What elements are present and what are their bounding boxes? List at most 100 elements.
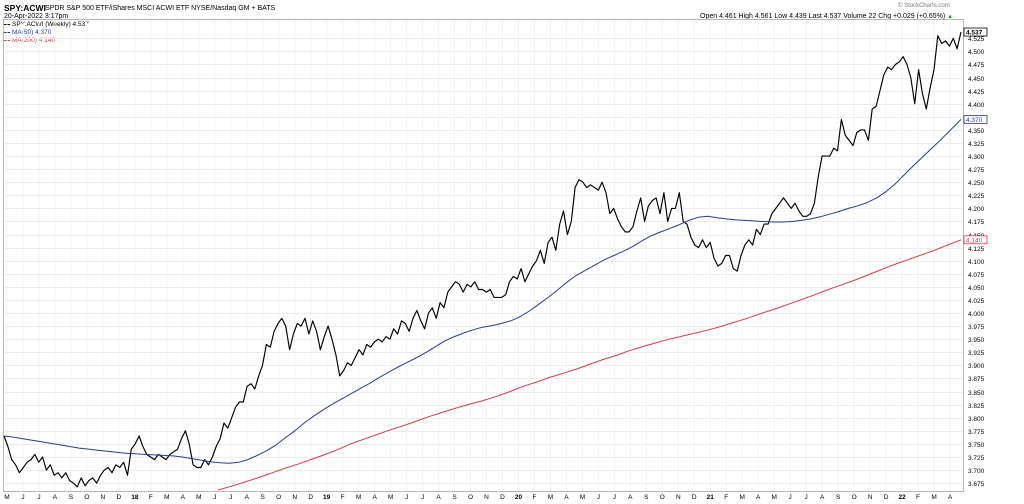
x-tick-label: N	[101, 494, 106, 501]
y-tick-label: 4.000	[968, 311, 985, 318]
chart-description: SPDR S&P 500 ETF/iShares MSCI ACWI ETF N…	[45, 5, 276, 12]
plot-border	[3, 19, 964, 492]
x-tick-label: O	[276, 494, 281, 501]
ohlc-readout: Open 4.461 High 4.561 Low 4.439 Last 4.5…	[700, 13, 953, 20]
x-tick-label: J	[213, 494, 216, 501]
grid-lines	[4, 20, 963, 491]
y-tick-label: 3.825	[968, 403, 985, 410]
x-tick-label: S	[452, 494, 457, 501]
y-tick-label: 3.800	[968, 416, 985, 423]
y-tick-label: 3.775	[968, 429, 985, 436]
y-tick-label: 3.900	[968, 363, 985, 370]
y-tick-label: 3.725	[968, 455, 985, 462]
y-tick-label: 4.025	[968, 298, 985, 305]
chart-date: 20-Apr-2022 3:17pm	[4, 13, 69, 20]
x-tick-label: J	[421, 494, 424, 501]
x-tick-label: M	[388, 494, 393, 501]
y-tick-label: 3.850	[968, 390, 985, 397]
last-value-labels: 4.537 4.370 4.140	[963, 27, 988, 245]
x-tick-label: M	[548, 494, 553, 501]
y-axis: 3.675 3.700 3.725 3.750 3.775 3.800 3.825 3.850…	[968, 36, 985, 488]
x-axis: M J J A S O N D 18 F M A M J J A S O N D 19 F M A M J J A S O N D 20 F M A M…	[4, 494, 953, 501]
x-tick-label: M	[356, 494, 361, 501]
x-tick-label: A	[181, 494, 186, 501]
y-tick-label: 3.925	[968, 350, 985, 357]
x-tick-label: D	[500, 494, 505, 501]
x-tick-label: J	[789, 494, 792, 501]
x-tick-label: 20	[515, 494, 523, 501]
x-tick-label: A	[372, 494, 377, 501]
x-tick-label: M	[771, 494, 776, 501]
series-line-price	[3, 31, 962, 488]
chart-symbol: SPY:ACWI	[4, 3, 46, 13]
x-tick-label: J	[613, 494, 616, 501]
x-tick-label: F	[724, 494, 728, 501]
series-line-ma200	[217, 239, 962, 491]
x-tick-label: N	[676, 494, 681, 501]
x-tick-label: J	[229, 494, 232, 501]
x-tick-label: F	[916, 494, 920, 501]
x-tick-label: J	[597, 494, 600, 501]
x-tick-label: D	[308, 494, 313, 501]
y-tick-label: 3.950	[968, 337, 985, 344]
x-tick-label: M	[164, 494, 169, 501]
y-tick-label: 3.700	[968, 468, 985, 475]
x-tick-label: N	[868, 494, 873, 501]
y-tick-label: 3.675	[968, 481, 985, 488]
x-tick-label: 18	[131, 494, 139, 501]
x-tick-label: O	[852, 494, 857, 501]
y-tick-label: 4.100	[968, 259, 985, 266]
last-value-box	[963, 235, 988, 245]
y-tick-label: 4.500	[968, 49, 985, 56]
x-tick-label: J	[405, 494, 408, 501]
x-tick-label: J	[805, 494, 808, 501]
x-tick-label: A	[53, 494, 58, 501]
last-value-label: 4.537	[966, 30, 983, 37]
legend-label-ma50: MA(50) 4.370	[12, 29, 52, 36]
x-tick-label: S	[836, 494, 841, 501]
x-tick-label: M	[4, 494, 9, 501]
last-value-label: 4.370	[966, 117, 983, 124]
y-tick-label: 4.350	[968, 128, 985, 135]
legend-label-ma200: MA(200) 4.140	[12, 37, 55, 44]
x-tick-label: F	[341, 494, 345, 501]
legend-label-price: SPY:ACWI (Weekly) 4.537	[12, 21, 89, 28]
x-tick-label: F	[149, 494, 153, 501]
series-lines	[3, 31, 962, 491]
watermark: © StockCharts.com	[898, 3, 950, 9]
y-tick-label: 4.325	[968, 141, 985, 148]
last-value-box	[963, 115, 988, 124]
x-tick-label: M	[740, 494, 745, 501]
x-tick-label: A	[245, 494, 250, 501]
y-tick-label: 4.075	[968, 272, 985, 279]
y-tick-label: 3.875	[968, 376, 985, 383]
ohlc-values: Open 4.461 High 4.561 Low 4.439 Last 4.5…	[700, 13, 946, 20]
y-tick-label: 4.200	[968, 206, 985, 213]
last-value-box	[963, 27, 988, 37]
y-tick-label: 4.225	[968, 193, 985, 200]
y-tick-label: 4.175	[968, 219, 985, 226]
x-tick-label: 19	[323, 494, 331, 501]
y-tick-label: 4.250	[968, 180, 985, 187]
y-tick-label: 3.750	[968, 442, 985, 449]
x-tick-label: M	[196, 494, 201, 501]
x-tick-label: D	[692, 494, 697, 501]
y-tick-label: 4.300	[968, 154, 985, 161]
x-tick-label: A	[820, 494, 825, 501]
series-line-ma50	[3, 119, 962, 464]
x-tick-label: M	[931, 494, 936, 501]
change-up-icon: ▲	[947, 14, 954, 20]
y-tick-label: 4.275	[968, 167, 985, 174]
x-tick-label: O	[660, 494, 665, 501]
x-tick-label: A	[948, 494, 953, 501]
x-tick-label: A	[436, 494, 441, 501]
x-tick-label: 22	[898, 494, 906, 501]
x-tick-label: F	[532, 494, 536, 501]
x-tick-label: S	[261, 494, 266, 501]
y-tick-label: 4.400	[968, 102, 985, 109]
x-tick-label: A	[564, 494, 569, 501]
y-tick-label: 4.450	[968, 76, 985, 83]
y-tick-label: 4.050	[968, 285, 985, 292]
